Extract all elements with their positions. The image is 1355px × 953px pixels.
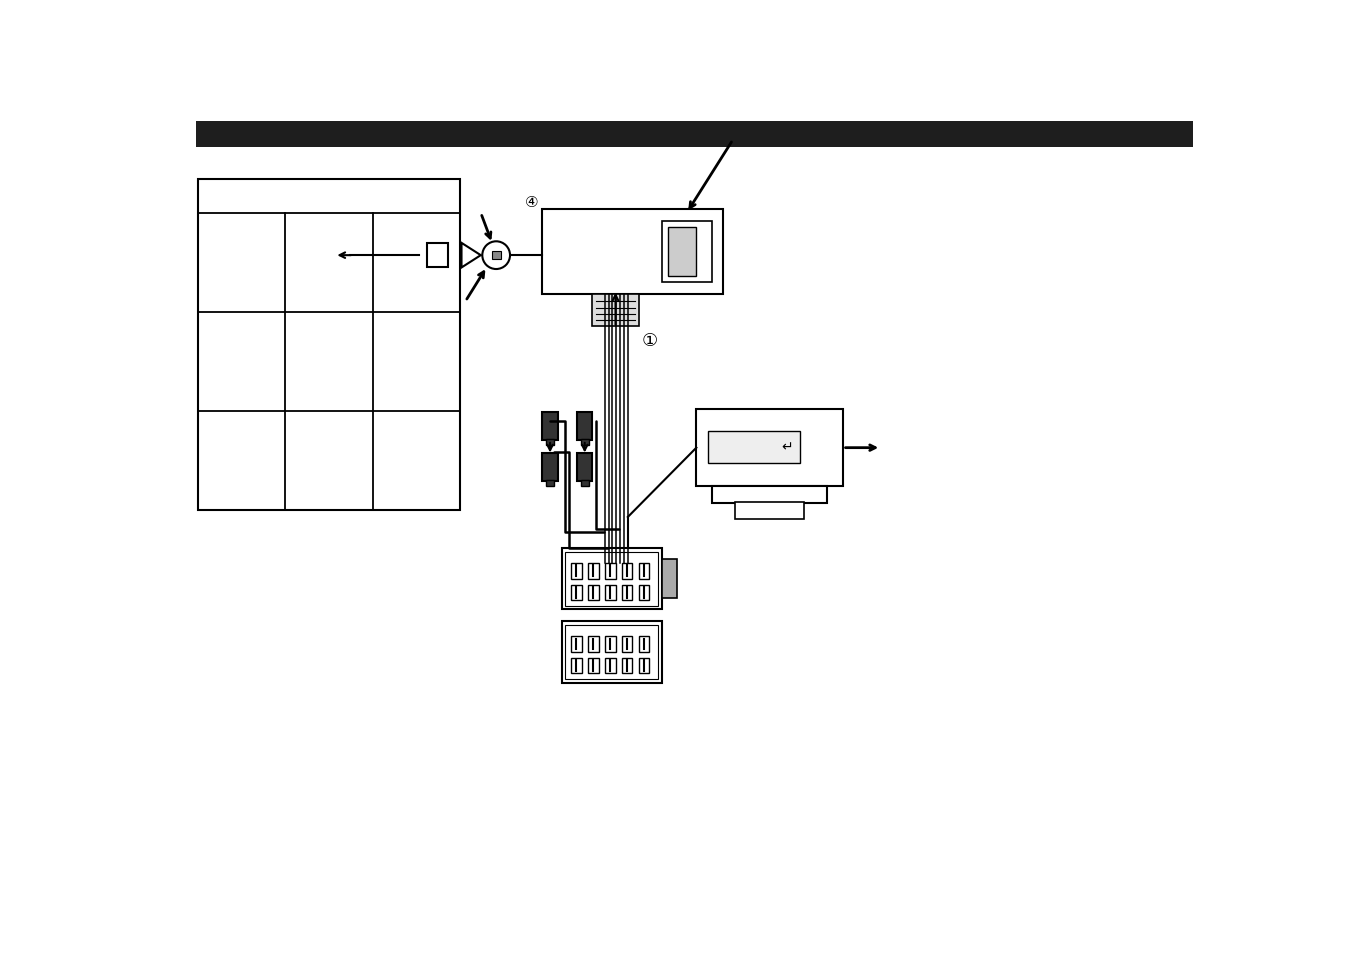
Bar bbox=[198, 180, 459, 511]
Bar bbox=[570, 637, 581, 652]
Bar bbox=[588, 659, 599, 674]
Bar bbox=[622, 585, 633, 600]
Bar bbox=[734, 502, 804, 519]
Bar bbox=[561, 548, 661, 610]
Bar bbox=[577, 413, 592, 440]
Bar bbox=[546, 480, 554, 487]
Bar bbox=[604, 563, 615, 579]
Bar bbox=[546, 439, 554, 446]
Bar bbox=[604, 585, 615, 600]
Bar bbox=[638, 637, 649, 652]
Bar bbox=[661, 221, 711, 283]
Bar bbox=[577, 454, 592, 481]
Bar bbox=[570, 659, 581, 674]
Bar bbox=[570, 563, 581, 579]
Bar bbox=[638, 585, 649, 600]
Bar bbox=[638, 563, 649, 579]
Bar bbox=[622, 637, 633, 652]
Bar bbox=[711, 487, 828, 503]
Bar bbox=[707, 432, 801, 463]
Bar bbox=[604, 659, 615, 674]
Text: ↵: ↵ bbox=[780, 440, 793, 455]
Bar bbox=[592, 294, 638, 327]
Bar bbox=[588, 637, 599, 652]
Bar bbox=[588, 563, 599, 579]
Bar bbox=[581, 480, 588, 487]
Bar bbox=[638, 659, 649, 674]
Bar bbox=[492, 252, 501, 260]
Bar bbox=[542, 210, 724, 294]
Bar bbox=[622, 659, 633, 674]
Bar bbox=[668, 228, 696, 276]
Bar bbox=[427, 244, 449, 268]
Polygon shape bbox=[462, 244, 481, 268]
Bar bbox=[542, 454, 558, 481]
Bar bbox=[565, 625, 659, 679]
Bar bbox=[622, 563, 633, 579]
Bar bbox=[570, 585, 581, 600]
Bar bbox=[661, 559, 678, 598]
Bar bbox=[588, 585, 599, 600]
Bar bbox=[565, 552, 659, 606]
Circle shape bbox=[482, 242, 509, 270]
Bar bbox=[604, 637, 615, 652]
Bar bbox=[561, 621, 661, 682]
Bar bbox=[196, 122, 1192, 148]
Bar bbox=[581, 439, 588, 446]
Bar bbox=[696, 410, 843, 487]
Text: ④: ④ bbox=[524, 194, 538, 210]
Bar bbox=[542, 413, 558, 440]
Text: ①: ① bbox=[642, 332, 659, 350]
